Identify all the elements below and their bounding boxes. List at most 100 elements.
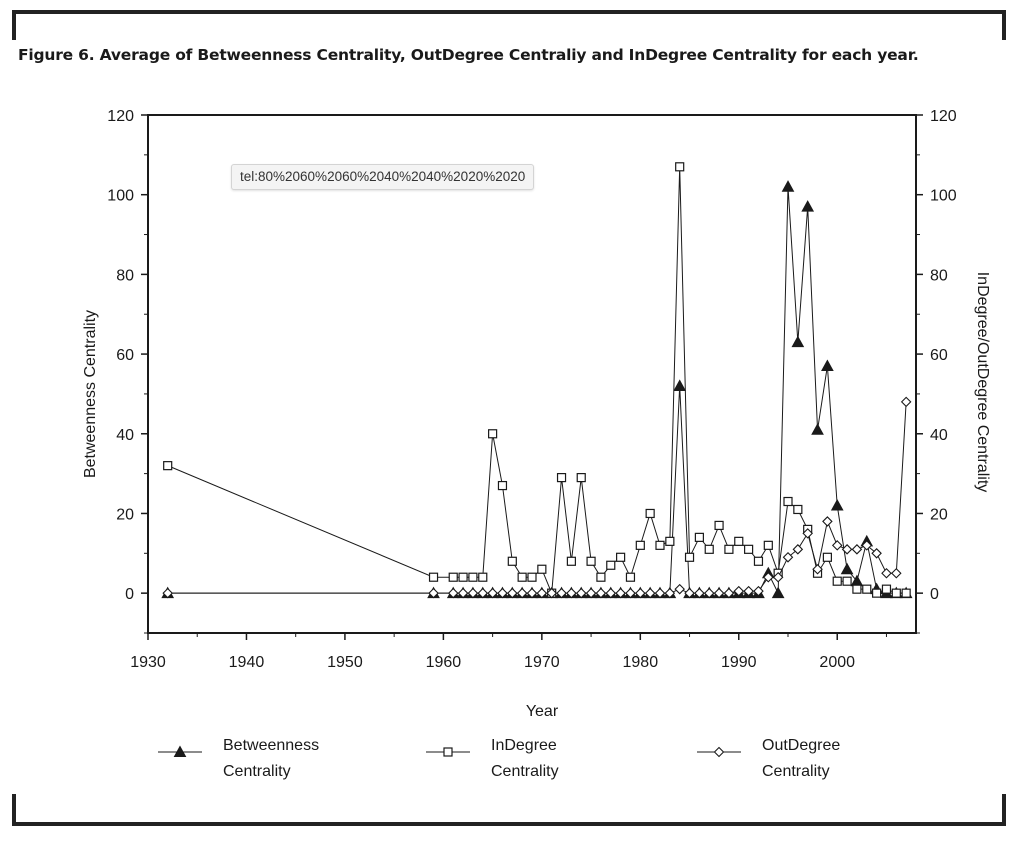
data-point [694,532,704,542]
data-point [782,552,794,563]
data-point [772,571,784,583]
legend-label: Centrality [762,763,830,780]
data-point [881,584,892,594]
y2-tick-label: 60 [930,347,948,364]
data-point [537,564,547,574]
legend-label: Betweenness [223,737,319,754]
legend-label: OutDegree [762,737,840,754]
data-point [575,587,587,599]
data-point [713,587,725,599]
data-point [448,572,458,582]
legend-marker [713,746,725,758]
data-point [447,587,459,599]
legend-item: OutDegree Centrality [697,737,840,780]
data-point [881,567,892,579]
data-point [566,556,576,566]
series-line [167,401,907,594]
series-0 [161,180,913,599]
legend-label: Centrality [223,763,291,780]
data-point [724,544,734,554]
plot-frame [147,114,917,634]
data-point [162,587,173,599]
x-tick-label: 1930 [130,654,166,671]
series-1 [163,162,911,598]
data-point [566,587,577,599]
legend-item: Betweenness Centrality [158,737,319,780]
data-point [781,180,795,192]
data-point [516,587,528,599]
data-point [625,572,636,582]
x-axis-label: Year [526,703,559,720]
y-tick-label: 120 [107,108,134,125]
legend-label: Centrality [491,763,559,780]
x-tick-label: 1950 [327,654,363,671]
data-point [596,572,606,582]
data-point [763,540,773,550]
data-point [831,540,843,551]
y2-tick-label: 120 [930,108,957,125]
data-point [872,588,882,598]
data-point [832,576,842,586]
data-point [664,587,676,599]
frame-bottom-bracket [12,794,1006,826]
data-point [625,587,636,599]
data-point [694,587,705,599]
data-point [556,473,567,483]
data-point [801,200,815,212]
data-point [891,567,902,579]
data-point [792,544,804,555]
data-point [458,572,468,582]
data-point [468,572,478,582]
frame-top-bracket [12,10,1006,40]
data-point [674,583,685,595]
data-point [753,585,764,597]
data-point [556,587,567,599]
data-point [830,498,844,511]
series-layer [161,162,913,599]
legend-item: InDegree Centrality [426,737,559,780]
data-point [428,572,439,582]
data-point [615,587,626,599]
y2-tick-label: 0 [930,586,939,603]
x-tick-label: 1990 [721,654,757,671]
axes-layer: 1930 1940 1950 1960 1970 1980 1990 2000 0 20 40 60 8… [82,108,991,720]
data-point [606,560,616,570]
data-point [842,576,852,586]
legend-marker [443,747,453,757]
data-point [616,552,626,562]
data-point [791,335,805,348]
data-point [497,480,508,491]
series-2 [162,396,912,599]
data-point [861,540,873,551]
data-point [546,587,557,599]
x-tick-label: 1940 [229,654,265,671]
data-point [822,516,833,527]
data-point [497,587,508,599]
data-point [840,562,854,575]
x-tick-label: 2000 [819,654,855,671]
data-point [753,556,764,566]
data-point [487,587,498,599]
data-point [673,379,687,391]
y-tick-label: 80 [116,267,134,284]
data-point [585,587,597,599]
data-point [714,520,724,531]
data-point [771,586,785,599]
link-tooltip: tel:80%2060%2060%2040%2040%2020%2020 [231,164,535,190]
data-point [812,563,823,575]
data-point [684,587,695,599]
data-point [841,544,853,555]
data-point [862,584,872,594]
data-point [507,587,518,599]
data-point [654,587,666,599]
data-point [517,572,527,582]
data-point [783,496,793,507]
y-tick-label: 60 [116,347,134,364]
data-point [704,544,714,554]
y2-axis-label: InDegree/OutDegree Centrality [974,272,991,493]
data-point [477,587,489,599]
x-tick-label: 1960 [426,654,462,671]
data-point [802,528,813,539]
data-point [811,423,824,435]
y-tick-label: 40 [116,427,134,444]
